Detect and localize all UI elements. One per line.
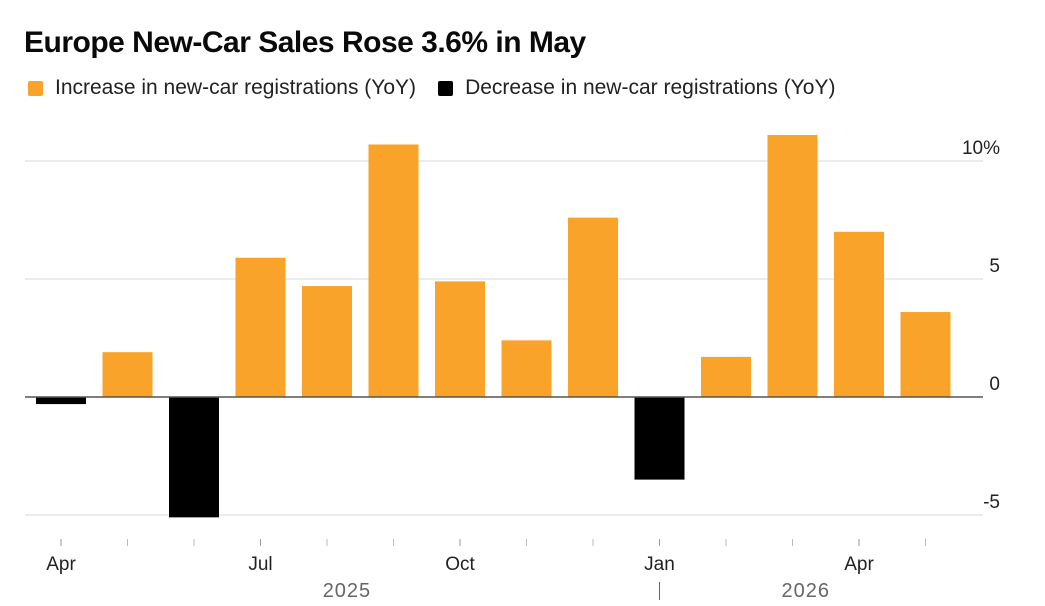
x-tick-label: Jul <box>248 554 272 575</box>
y-tick-label: 0 <box>989 374 1000 395</box>
bar <box>900 312 951 397</box>
y-tick-label: -5 <box>983 492 1000 513</box>
bar <box>102 352 153 397</box>
legend-label-decrease: Decrease in new-car registrations (YoY) <box>465 76 836 99</box>
bar <box>36 397 86 405</box>
bar <box>634 397 685 480</box>
bar <box>435 281 485 397</box>
x-tick-label: Apr <box>46 554 76 575</box>
year-label: 2026 <box>782 580 831 602</box>
legend-swatch-decrease <box>438 80 454 96</box>
bar <box>568 217 618 397</box>
bar <box>501 340 552 397</box>
legend: Increase in new-car registrations (YoY) … <box>28 76 857 100</box>
x-tick-label: Jan <box>644 554 675 575</box>
y-tick-label: 10% <box>962 138 1000 159</box>
x-tick-label: Oct <box>445 554 475 575</box>
chart-title: Europe New-Car Sales Rose 3.6% in May <box>24 26 586 59</box>
year-label: 2025 <box>323 580 372 602</box>
legend-item-decrease: Decrease in new-car registrations (YoY) <box>438 76 835 100</box>
bar <box>767 135 818 398</box>
legend-item-increase: Increase in new-car registrations (YoY) <box>28 76 416 100</box>
x-tick-label: Apr <box>844 554 874 575</box>
bar <box>701 356 751 397</box>
y-tick-label: 5 <box>989 256 1000 277</box>
bar <box>368 144 419 397</box>
bar <box>834 231 884 397</box>
bar <box>169 397 219 518</box>
bar <box>235 257 286 397</box>
bar <box>302 286 352 397</box>
legend-swatch-increase <box>28 80 43 96</box>
legend-label-increase: Increase in new-car registrations (YoY) <box>55 76 417 99</box>
